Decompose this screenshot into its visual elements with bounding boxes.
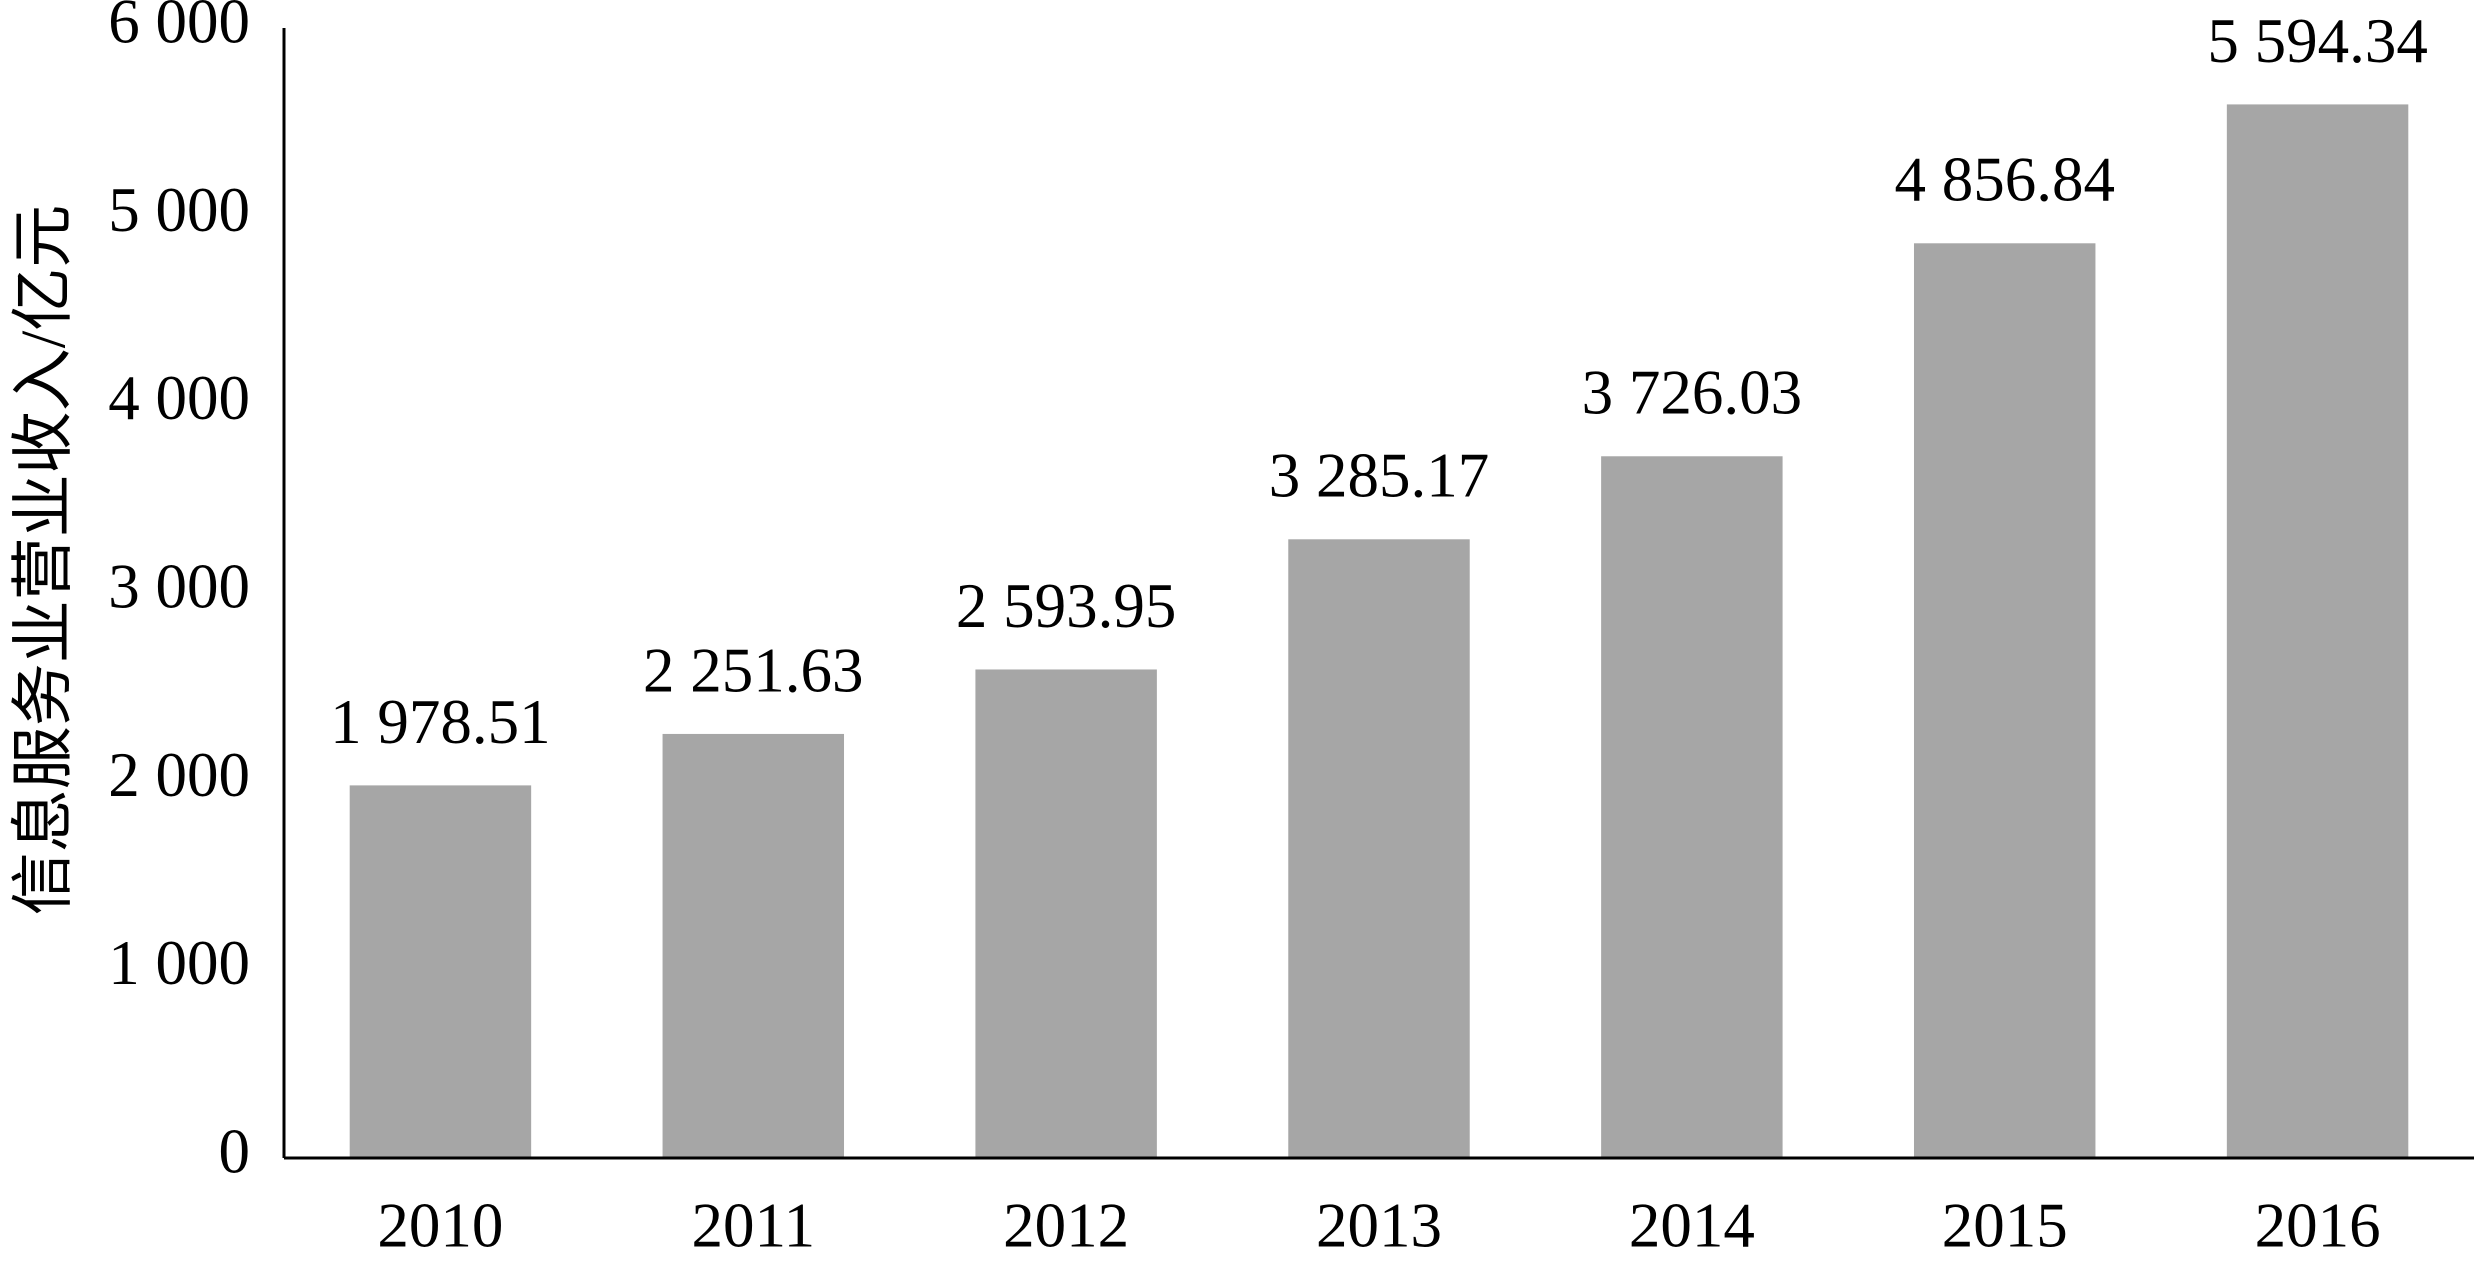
x-tick-label: 2013 [1316, 1190, 1442, 1260]
y-tick-label: 3 000 [108, 551, 250, 621]
bar [2226, 104, 2409, 1159]
data-label: 3 726.03 [1582, 358, 1803, 428]
bar [1601, 456, 1783, 1158]
data-label: 2 251.63 [643, 635, 864, 705]
y-tick-label: 1 000 [108, 928, 250, 998]
y-tick-label: 4 000 [108, 363, 250, 433]
y-tick-label: 2 000 [108, 740, 250, 810]
data-label: 4 856.84 [1894, 145, 2115, 215]
y-axis-label: 信息服务业营业收入/亿元 [8, 205, 78, 916]
bar [1913, 243, 2096, 1158]
y-tick-label: 5 000 [108, 175, 250, 245]
x-tick-label: 2011 [691, 1190, 815, 1260]
x-tick-label: 2016 [2255, 1190, 2381, 1260]
x-tick-label: 2012 [1003, 1190, 1129, 1260]
y-tick-label: 6 000 [108, 0, 250, 56]
x-tick-label: 2014 [1629, 1190, 1755, 1260]
bar [662, 733, 845, 1158]
data-label: 1 978.51 [330, 687, 551, 757]
bar [975, 669, 1157, 1158]
bar [1288, 539, 1470, 1158]
y-tick-label: 0 [219, 1116, 251, 1186]
bar [349, 785, 532, 1158]
x-tick-label: 2015 [1942, 1190, 2068, 1260]
data-label: 2 593.95 [956, 571, 1177, 641]
data-label: 3 285.17 [1269, 441, 1490, 511]
x-tick-label: 2010 [377, 1190, 503, 1260]
data-label: 5 594.34 [2207, 6, 2428, 76]
